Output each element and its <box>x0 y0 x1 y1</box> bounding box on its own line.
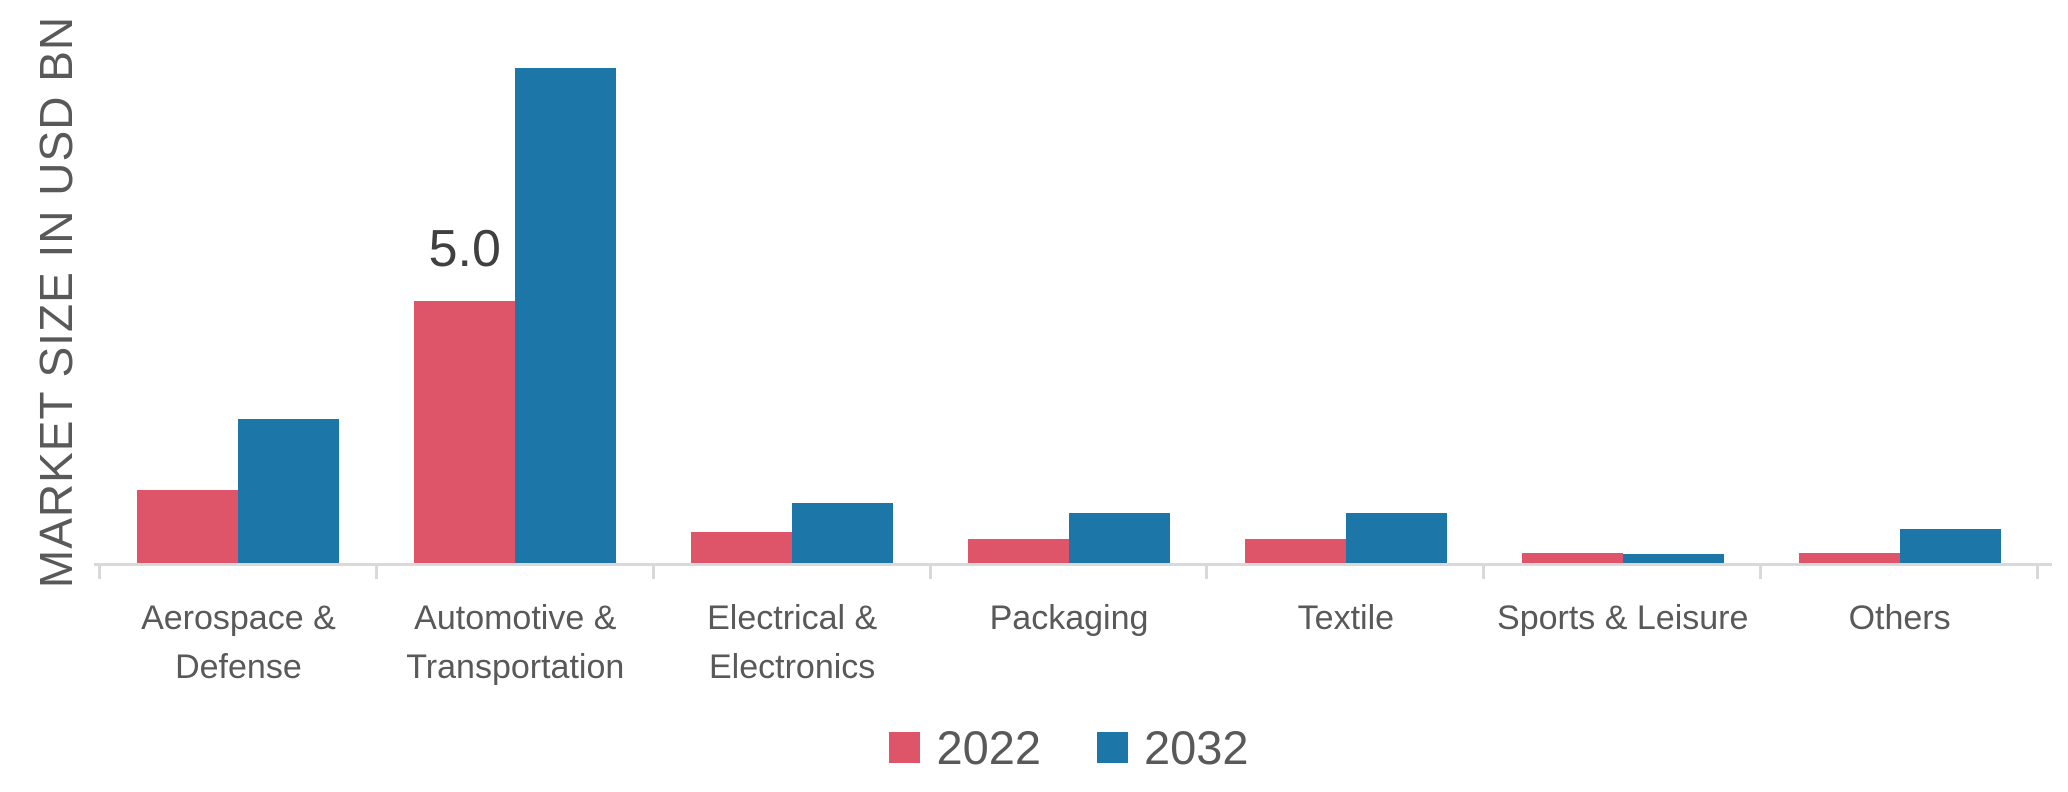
bar-2032-sports-leisure <box>1622 554 1724 563</box>
bar-2022-others <box>1798 553 1900 563</box>
bar-2022-automotive-transportation: 5.0 <box>414 223 516 563</box>
bar-2022-textile <box>1244 539 1346 563</box>
bar-group-automotive-transportation: 5.0 <box>377 0 654 563</box>
bar-group-packaging <box>931 0 1208 563</box>
bar-group-others <box>1761 0 2038 563</box>
category-label-sports-leisure: Sports & Leisure <box>1497 599 1749 637</box>
bar-2032-textile <box>1345 513 1447 563</box>
x-axis-tick <box>928 566 932 579</box>
legend-label-2032: 2032 <box>1144 721 1249 774</box>
bar-2022-packaging <box>968 539 1069 563</box>
bar-2022-aerospace-defense <box>137 490 239 563</box>
bar-2032-aerospace-defense <box>238 419 340 563</box>
category-labels: Aerospace & Defense Automotive & Transpor… <box>100 594 2038 693</box>
bar-2022-electrical-electronics <box>691 532 793 563</box>
bar-2032-packaging <box>1069 513 1170 563</box>
legend-swatch-2032 <box>1097 732 1128 763</box>
x-axis-tick <box>651 566 655 579</box>
x-axis-tick <box>98 566 101 579</box>
x-axis-line <box>94 563 2052 566</box>
legend-label-2022: 2022 <box>936 721 1041 774</box>
category-label-aerospace-defense: Aerospace & Defense <box>141 599 336 687</box>
category-label-automotive-transportation: Automotive & Transportation <box>406 599 625 687</box>
bar-group-aerospace-defense <box>100 0 377 563</box>
bar-group-sports-leisure <box>1484 0 1761 563</box>
bar-group-textile <box>1207 0 1484 563</box>
legend-item-2032: 2032 <box>1097 724 1249 771</box>
plot-area: 5.0 Aerospace & Defense Automotive & Tran… <box>94 0 2052 686</box>
y-axis-label: MARKET SIZE IN USD BN <box>30 15 82 589</box>
data-label-automotive-transportation: 5.0 <box>428 220 501 278</box>
x-axis-tick <box>374 566 378 579</box>
bar-groups: 5.0 <box>100 0 2038 563</box>
bar-2022-sports-leisure <box>1521 553 1623 563</box>
category-label-others: Others <box>1848 599 1951 637</box>
bar-2032-electrical-electronics <box>792 503 894 563</box>
category-label-packaging: Packaging <box>989 599 1149 637</box>
legend-swatch-2022 <box>889 732 921 763</box>
bar-group-electrical-electronics <box>654 0 931 563</box>
x-axis-tick <box>2036 566 2039 579</box>
x-axis-tick <box>1759 566 1763 579</box>
legend: 2022 2032 <box>100 724 2038 771</box>
x-axis-tick <box>1205 566 1209 579</box>
legend-item-2022: 2022 <box>889 724 1041 771</box>
category-label-textile: Textile <box>1297 599 1395 637</box>
x-axis-tick <box>1482 566 1486 579</box>
bar-2032-automotive-transportation <box>515 68 617 563</box>
category-label-electrical-electronics: Electrical & Electronics <box>707 599 878 687</box>
bar-2032-others <box>1899 529 2001 563</box>
